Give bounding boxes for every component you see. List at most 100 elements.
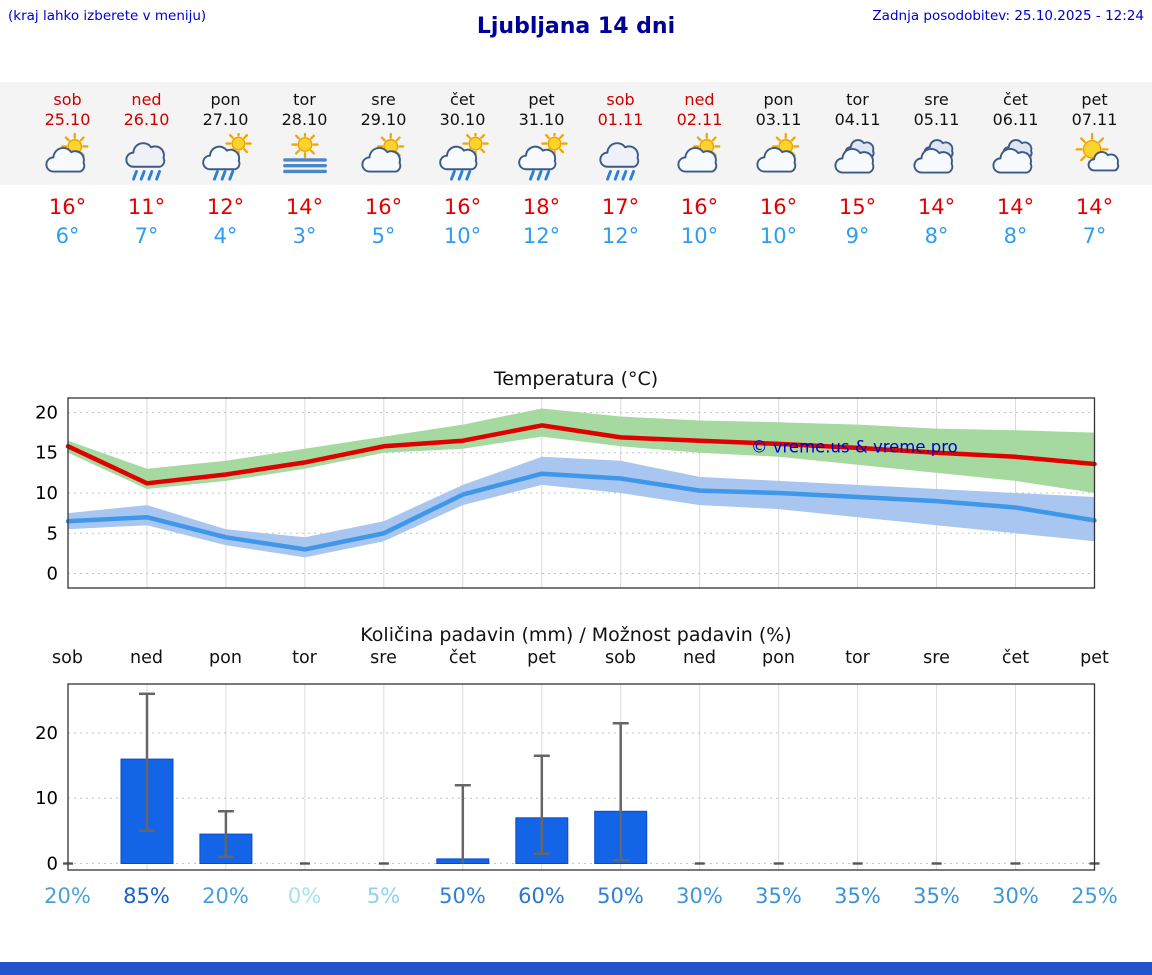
day-temps: 16° 10° xyxy=(660,185,739,248)
high-temperature: 17° xyxy=(601,195,640,219)
day-temps: 14° 3° xyxy=(265,185,344,248)
low-temperature: 8° xyxy=(1003,224,1028,248)
high-temperature: 11° xyxy=(127,195,166,219)
day-name: pon xyxy=(210,90,241,109)
day-temps: 16° 10° xyxy=(423,185,502,248)
day-name: sob xyxy=(606,90,635,109)
rain-icon xyxy=(598,142,639,181)
precip-day-label: sre xyxy=(923,648,950,668)
precip-probability: 60% xyxy=(518,884,565,908)
day-temps: 16° 5° xyxy=(344,185,423,248)
day-temps: 15° 9° xyxy=(818,185,897,248)
day-column[interactable]: sob 25.10 xyxy=(28,90,107,183)
day-name: sre xyxy=(924,90,949,109)
day-column[interactable]: pon 27.10 xyxy=(186,90,265,183)
temperature-chart: 0 5 10 15 20 © vreme.us & vreme.pro xyxy=(35,397,1097,589)
day-column[interactable]: sob 01.11 xyxy=(581,90,660,183)
partly-cloudy-icon xyxy=(755,133,799,173)
precip-day-label: tor xyxy=(292,648,317,668)
low-temperature: 9° xyxy=(845,224,870,248)
precip-probability: 35% xyxy=(834,884,881,908)
high-temperature: 16° xyxy=(364,195,403,219)
temperature-strip: 16° 6° 11° 7° 12° 4° 14° 3° 16° 5° 16° 10° 18° 12° 17°… xyxy=(0,185,1152,248)
day-column[interactable]: sre 29.10 xyxy=(344,90,423,183)
day-temps: 11° 7° xyxy=(107,185,186,248)
day-column[interactable]: tor 28.10 xyxy=(265,90,344,183)
cloudy-icon xyxy=(913,139,954,174)
precip-day-label: pet xyxy=(1080,648,1109,668)
svg-text:0: 0 xyxy=(47,564,58,585)
day-temps: 12° 4° xyxy=(186,185,265,248)
fog-sun-icon xyxy=(282,133,327,174)
high-temperature: 16° xyxy=(759,195,798,219)
day-date: 31.10 xyxy=(518,110,565,129)
precip-probability: 50% xyxy=(597,884,644,908)
low-temperature: 12° xyxy=(522,224,561,248)
precip-day-label: čet xyxy=(448,648,477,668)
precip-probability-row: 20% 85% 20% 0% 5% 50% 60% 50% 30% 35% 35% 35% 30% 25% xyxy=(0,884,1152,916)
day-temps: 14° 8° xyxy=(897,185,976,248)
precip-probability: 20% xyxy=(44,884,91,908)
svg-text:10: 10 xyxy=(35,483,58,504)
high-temperature: 12° xyxy=(206,195,245,219)
precip-probability: 0% xyxy=(287,884,322,908)
day-column[interactable]: ned 26.10 xyxy=(107,90,186,183)
svg-text:0: 0 xyxy=(47,854,58,875)
forecast-strip: sob 25.10 ned 26.10 pon 27.10 tor 28.10 sre 29.10… xyxy=(0,82,1152,185)
low-temperature: 7° xyxy=(1082,224,1107,248)
day-temps: 16° 10° xyxy=(739,185,818,248)
day-name: tor xyxy=(846,90,869,109)
watermark: © vreme.us & vreme.pro xyxy=(751,438,958,457)
partly-cloudy-icon xyxy=(44,133,88,173)
day-column[interactable]: pon 03.11 xyxy=(739,90,818,183)
day-date: 01.11 xyxy=(597,110,644,129)
bottom-bar xyxy=(0,962,1152,975)
precip-day-label: sre xyxy=(370,648,397,668)
high-temperature: 14° xyxy=(917,195,956,219)
high-temperature: 16° xyxy=(48,195,87,219)
precip-probability: 50% xyxy=(439,884,486,908)
precip-day-label: tor xyxy=(845,648,870,668)
cloudy-icon xyxy=(992,139,1033,174)
location-menu-hint[interactable]: (kraj lahko izberete v meniju) xyxy=(8,8,207,24)
low-temperature: 3° xyxy=(292,224,317,248)
day-date: 03.11 xyxy=(755,110,802,129)
day-column[interactable]: pet 07.11 xyxy=(1055,90,1134,183)
day-column[interactable]: sre 05.11 xyxy=(897,90,976,183)
svg-text:5: 5 xyxy=(47,523,58,544)
low-temperature: 6° xyxy=(55,224,80,248)
high-temperature: 14° xyxy=(996,195,1035,219)
precip-probability: 25% xyxy=(1071,884,1118,908)
day-date: 05.11 xyxy=(913,110,960,129)
partly-cloudy-icon xyxy=(676,133,720,173)
precip-probability: 35% xyxy=(913,884,960,908)
precip-probability: 30% xyxy=(676,884,723,908)
low-temperature: 12° xyxy=(601,224,640,248)
day-column[interactable]: tor 04.11 xyxy=(818,90,897,183)
precip-day-label: pon xyxy=(762,648,795,668)
day-column[interactable]: čet 06.11 xyxy=(976,90,1055,183)
low-temperature: 10° xyxy=(443,224,482,248)
day-temps: 14° 8° xyxy=(976,185,1055,248)
day-name: pet xyxy=(528,90,555,109)
day-date: 06.11 xyxy=(992,110,1039,129)
svg-text:15: 15 xyxy=(35,443,58,464)
high-temperature: 14° xyxy=(285,195,324,219)
day-date: 29.10 xyxy=(360,110,407,129)
page-header: (kraj lahko izberete v meniju) Ljubljana… xyxy=(0,0,1152,48)
rain-sun-icon xyxy=(438,133,489,181)
day-name: sre xyxy=(371,90,396,109)
low-temperature: 10° xyxy=(680,224,719,248)
day-date: 28.10 xyxy=(281,110,328,129)
day-temps: 17° 12° xyxy=(581,185,660,248)
high-temperature: 14° xyxy=(1075,195,1114,219)
day-column[interactable]: pet 31.10 xyxy=(502,90,581,183)
day-column[interactable]: ned 02.11 xyxy=(660,90,739,183)
day-date: 07.11 xyxy=(1071,110,1118,129)
precipitation-chart-title: Količina padavin (mm) / Možnost padavin … xyxy=(360,624,792,646)
day-date: 26.10 xyxy=(123,110,170,129)
day-name: tor xyxy=(293,90,316,109)
day-column[interactable]: čet 30.10 xyxy=(423,90,502,183)
high-temperature: 16° xyxy=(443,195,482,219)
